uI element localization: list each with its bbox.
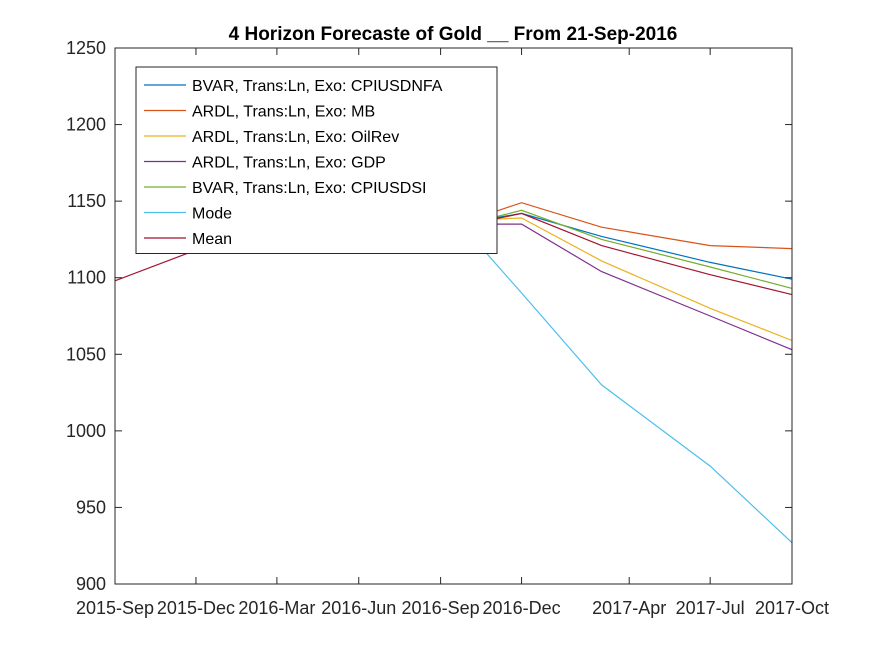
legend-label: Mode — [192, 206, 232, 223]
x-tick-label: 2017-Oct — [755, 598, 829, 618]
axes-box — [114, 47, 793, 585]
series-line-4 — [485, 223, 793, 351]
x-tick-label: 2016-Sep — [402, 598, 480, 618]
series-layer — [484, 202, 793, 544]
y-tick-label: 1200 — [66, 115, 106, 135]
legend-label: ARDL, Trans:Ln, Exo: MB — [192, 104, 375, 121]
x-tick-label: 2017-Apr — [592, 598, 666, 618]
legend: BVAR, Trans:Ln, Exo: CPIUSDNFA ARDL, Tran… — [135, 66, 498, 254]
y-tick-label: 1250 — [66, 38, 106, 58]
x-tick-label: 2017-Jul — [676, 598, 745, 618]
y-tick-label: 1100 — [67, 268, 106, 288]
legend-label: ARDL, Trans:Ln, Exo: GDP — [192, 155, 386, 172]
series-line-2 — [484, 202, 793, 250]
legend-label: BVAR, Trans:Ln, Exo: CPIUSDSI — [192, 180, 426, 197]
x-tick-label: 2016-Jun — [321, 598, 396, 618]
chart-title: 4 Horizon Forecaste of Gold __ From 21-S… — [229, 24, 678, 45]
x-tick-label: 2015-Dec — [157, 598, 235, 618]
y-tick-label: 1150 — [67, 191, 106, 211]
y-tick-label: 900 — [76, 574, 106, 594]
y-tick-label: 950 — [76, 497, 106, 517]
y-tick-label: 1050 — [66, 344, 106, 364]
legend-label: BVAR, Trans:Ln, Exo: CPIUSDNFA — [192, 78, 443, 95]
legend-label: Mean — [192, 231, 232, 248]
series-line-7 — [484, 212, 793, 296]
legend-box — [135, 66, 498, 254]
x-tick-label: 2016-Mar — [238, 598, 315, 618]
history-layer — [114, 249, 197, 282]
history-line — [114, 249, 197, 282]
x-tick-label: 2016-Dec — [483, 598, 561, 618]
series-line-6 — [484, 251, 793, 544]
x-tick-label: 2015-Sep — [76, 598, 154, 618]
series-line-3 — [485, 217, 793, 342]
series-line-5 — [484, 209, 793, 289]
legend-label: ARDL, Trans:Ln, Exo: OilRev — [192, 129, 399, 146]
y-tick-label: 1000 — [66, 421, 106, 441]
